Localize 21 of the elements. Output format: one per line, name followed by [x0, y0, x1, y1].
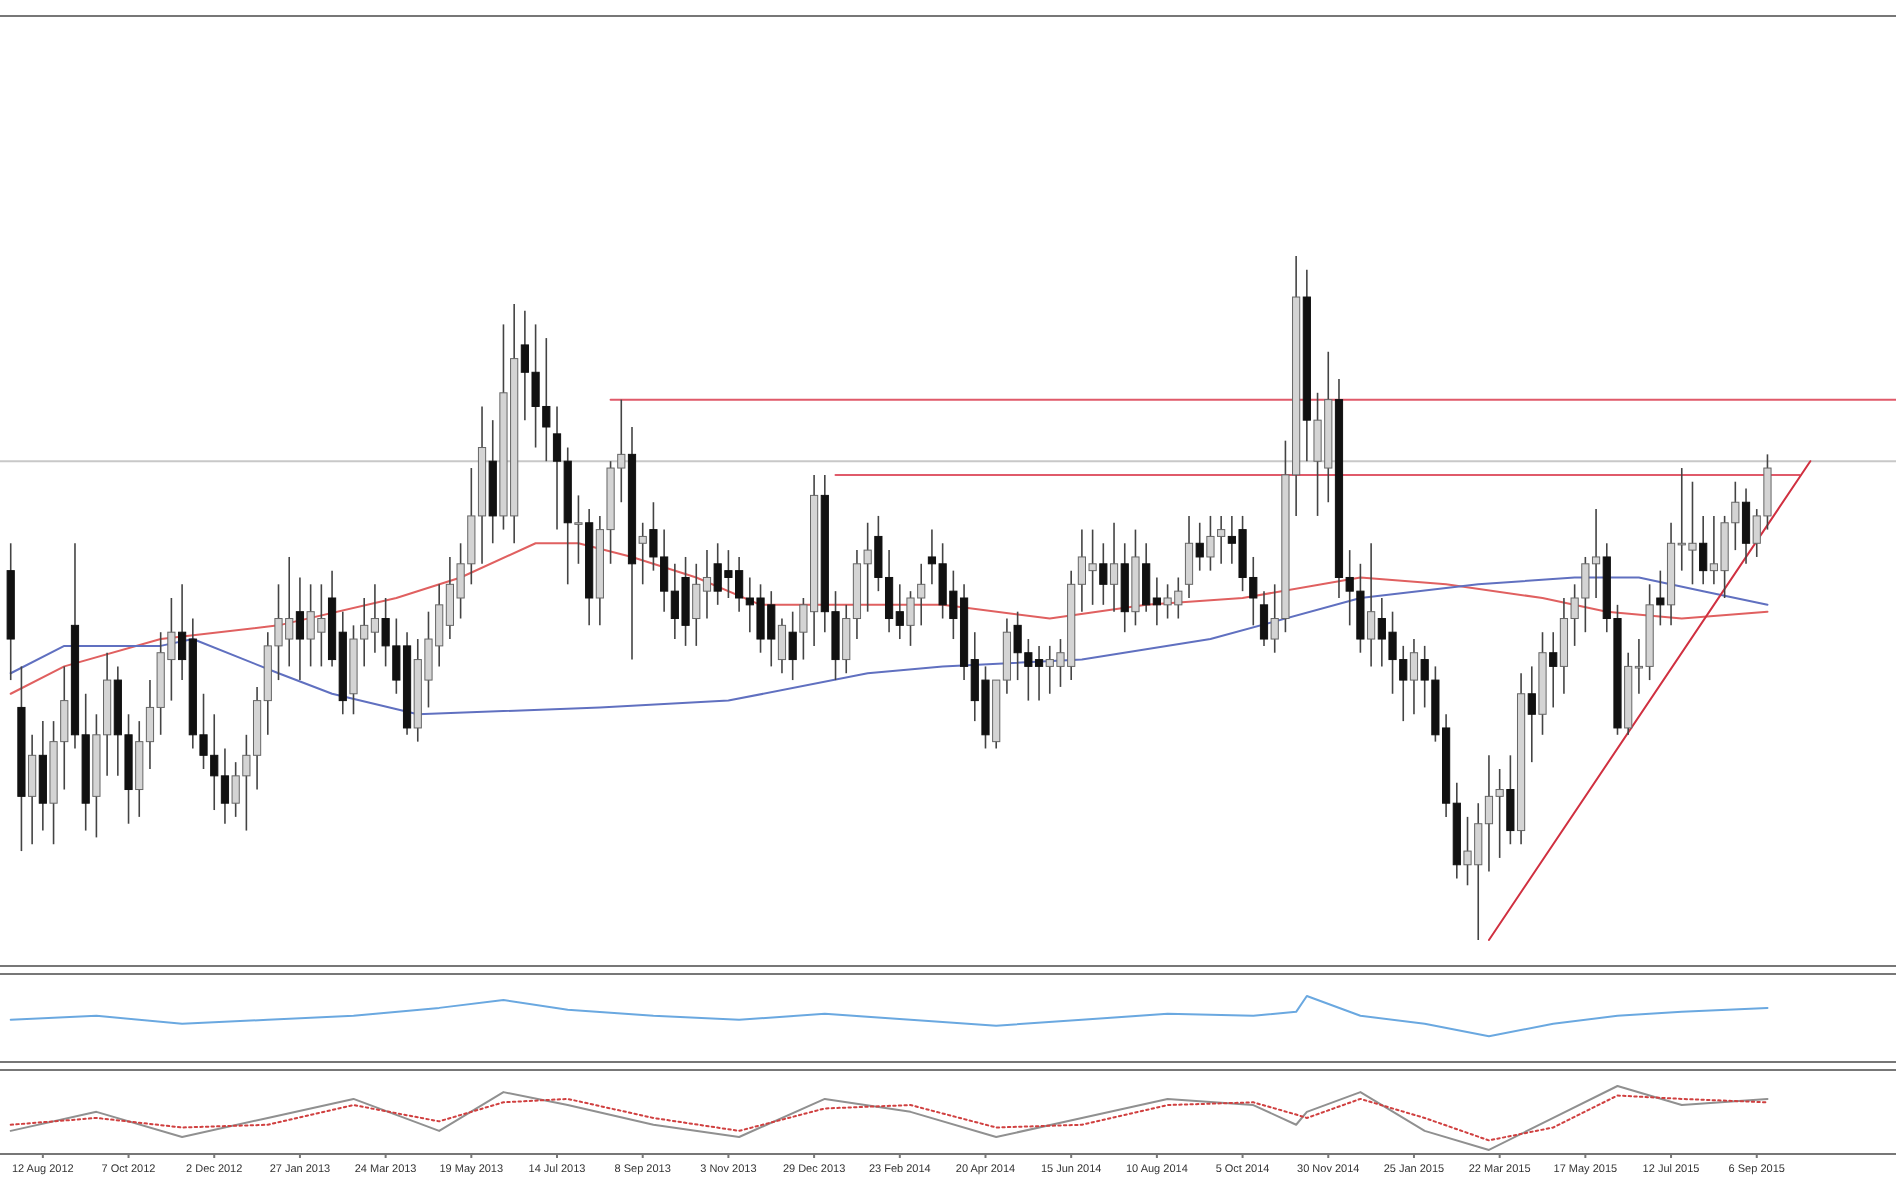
candlestick [1184, 515, 1194, 599]
candlestick [788, 610, 797, 681]
candlestick [1195, 521, 1204, 572]
candlestick [574, 494, 583, 565]
candlestick [1699, 515, 1708, 586]
candlestick [1259, 590, 1269, 647]
candlestick [777, 617, 787, 675]
candlestick [38, 720, 47, 832]
candlestick [1099, 542, 1108, 606]
candlestick [1656, 569, 1665, 627]
candlestick [1120, 542, 1129, 633]
candlestick [1409, 638, 1419, 716]
candlestick [1741, 487, 1751, 565]
candlestick [638, 521, 647, 586]
candlestick [1506, 754, 1515, 846]
candlestick [295, 576, 305, 681]
candlestick [1367, 542, 1376, 668]
candlestick [1527, 665, 1536, 763]
candlestick [28, 734, 37, 846]
candlestick [1549, 631, 1558, 709]
candlestick [1109, 521, 1119, 613]
